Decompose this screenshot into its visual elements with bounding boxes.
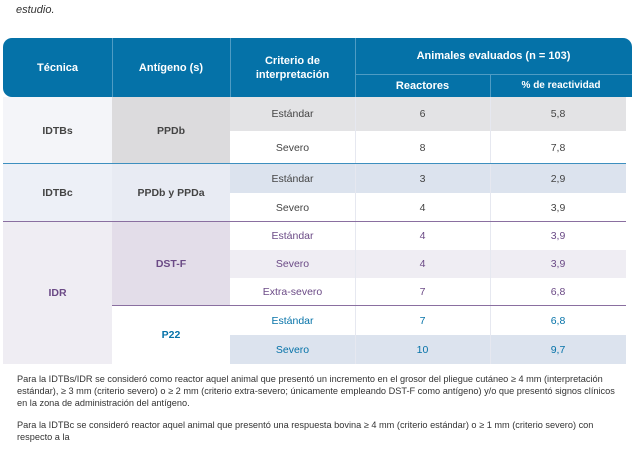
- reactores-cell: 10: [416, 343, 429, 356]
- table-row: [230, 164, 626, 193]
- table-row: [230, 193, 626, 222]
- criterio-cell: Estándar: [271, 230, 314, 242]
- reactores-cell: 7: [419, 314, 426, 327]
- table-row: [230, 335, 626, 364]
- header-criterio: Criterio de interpretación: [255, 54, 330, 81]
- antigeno-cell: PPDb: [112, 97, 230, 164]
- table-row: [230, 97, 626, 131]
- header-reactores: Reactores: [395, 79, 450, 92]
- criterio-cell: Severo: [275, 141, 310, 154]
- table-row: [230, 222, 626, 250]
- reactividad-cell: 5,8: [550, 108, 566, 120]
- reactividad-cell: 9,7: [550, 343, 566, 356]
- header-antigeno: Antígeno (s): [138, 61, 204, 74]
- criterio-cell: Estándar: [271, 108, 314, 120]
- reactores-cell: 7: [419, 286, 426, 298]
- column-divider: [355, 222, 356, 306]
- table-row: [230, 250, 626, 278]
- table-row: [230, 131, 626, 164]
- header-tecnica: Técnica: [37, 61, 78, 74]
- column-divider: [490, 164, 491, 222]
- reactividad-cell: 3,9: [550, 201, 566, 214]
- table-row: [230, 306, 626, 335]
- reactividad-cell: 7,8: [550, 141, 566, 154]
- tecnica-cell: IDTBs: [3, 97, 112, 164]
- table-header: Técnica Antígeno (s) Criterio de interpr…: [3, 38, 632, 97]
- reactividad-cell: 6,8: [550, 314, 566, 327]
- table-row: [230, 278, 626, 306]
- reactores-cell: 6: [419, 108, 426, 120]
- criterio-cell: Estándar: [271, 314, 314, 327]
- note-idtbc: Para la IDTBc se consideró reactor aquel…: [17, 420, 594, 442]
- criterio-cell: Severo: [275, 258, 310, 270]
- column-divider: [355, 164, 356, 222]
- criterio-cell: Severo: [275, 343, 310, 356]
- criterio-cell: Severo: [275, 201, 310, 214]
- reactividad-cell: 2,9: [550, 172, 566, 185]
- column-divider: [490, 222, 491, 306]
- reactores-cell: 8: [419, 141, 426, 154]
- tecnica-cell: IDTBc: [3, 164, 112, 222]
- reactividad-cell: 3,9: [550, 230, 566, 242]
- column-divider: [490, 306, 491, 364]
- antigeno-cell: P22: [112, 306, 230, 364]
- header-animales: Animales evaluados (n = 103): [416, 50, 571, 62]
- reactividad-cell: 6,8: [550, 286, 566, 298]
- header-reactividad: % de reactividad: [521, 79, 601, 91]
- antigeno-cell: PPDb y PPDa: [112, 164, 230, 222]
- note-idtbs-idr: Para la IDTBs/IDR se consideró como reac…: [17, 374, 615, 408]
- column-divider: [355, 97, 356, 164]
- table-notes: Para la IDTBs/IDR se consideró como reac…: [17, 373, 617, 453]
- column-divider: [490, 97, 491, 164]
- antigeno-cell: DST-F: [112, 222, 230, 306]
- intro-text: estudio.: [16, 4, 55, 16]
- tecnica-cell: IDR: [3, 222, 112, 364]
- criterio-cell: Extra-severo: [262, 286, 323, 298]
- reactores-cell: 4: [419, 230, 426, 242]
- reactividad-cell: 3,9: [550, 258, 566, 270]
- column-divider: [355, 306, 356, 364]
- reactores-cell: 4: [419, 201, 426, 214]
- reactores-cell: 4: [419, 258, 426, 270]
- criterio-cell: Estándar: [271, 172, 314, 185]
- reactores-cell: 3: [419, 172, 426, 185]
